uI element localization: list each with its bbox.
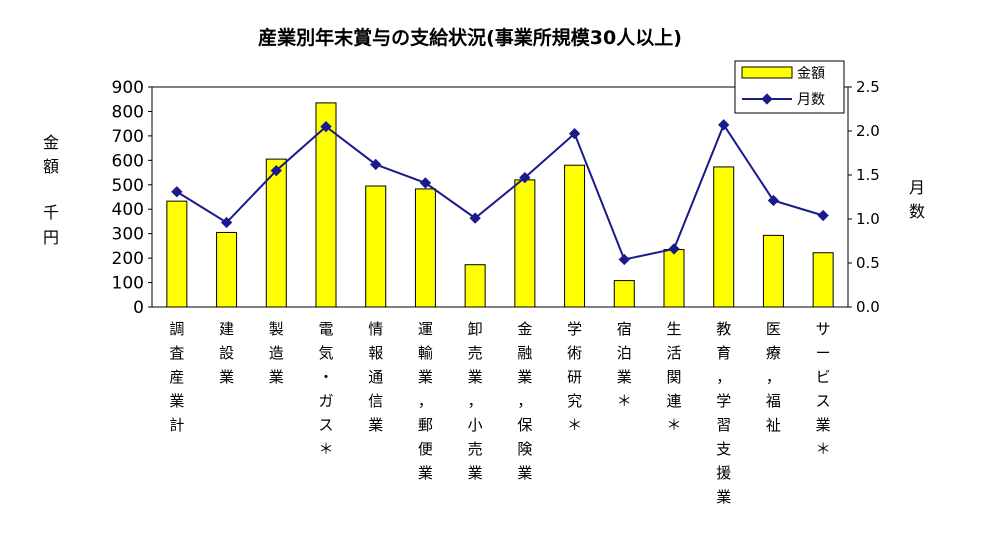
left-axis-ticks: 0 100 200 300 400 500 600 700 800 900 bbox=[112, 78, 152, 318]
left-tick-label: 500 bbox=[112, 176, 144, 196]
left-tick-label: 800 bbox=[112, 102, 144, 122]
line-point bbox=[370, 158, 382, 171]
category-label: 教育，学習支援業 bbox=[716, 320, 731, 506]
bar bbox=[315, 102, 337, 308]
line-point bbox=[767, 194, 780, 207]
line-point bbox=[419, 177, 432, 189]
line-point bbox=[817, 209, 829, 222]
left-tick-label: 0 bbox=[133, 298, 144, 318]
category-label: 生活関連＊ bbox=[666, 320, 681, 434]
left-tick-label: 300 bbox=[112, 225, 144, 245]
category-label: 運輸業，郵便業 bbox=[418, 320, 433, 482]
category-label: 情報通信業 bbox=[368, 320, 383, 434]
bar bbox=[216, 231, 238, 308]
bar bbox=[514, 179, 536, 308]
left-tick-label: 700 bbox=[112, 127, 144, 147]
right-tick-label: 2.5 bbox=[856, 78, 880, 96]
bar bbox=[464, 264, 486, 308]
category-label: 製造業 bbox=[269, 320, 284, 386]
category-label: 宿泊業＊ bbox=[617, 320, 632, 410]
right-axis-title-char: 数 bbox=[909, 202, 925, 221]
line-point bbox=[171, 186, 183, 198]
line-point bbox=[270, 164, 282, 177]
bar bbox=[713, 166, 735, 308]
line-point bbox=[568, 127, 581, 140]
category-label: サービス業＊ bbox=[816, 320, 831, 458]
legend-label-months: 月数 bbox=[797, 92, 825, 108]
category-label: 学術研究＊ bbox=[567, 320, 582, 434]
right-axis-title: 月 数 bbox=[909, 178, 925, 221]
category-label: 金融業，保険業 bbox=[517, 320, 532, 482]
left-tick-label: 600 bbox=[112, 151, 144, 171]
bar bbox=[613, 280, 635, 308]
right-tick-label: 0.5 bbox=[856, 254, 880, 272]
line-point bbox=[618, 253, 630, 266]
category-label: 電気・ガス＊ bbox=[318, 320, 333, 458]
left-axis-title-char: 千 bbox=[43, 203, 59, 222]
left-axis-title-char: 金 bbox=[43, 133, 59, 152]
legend-swatch-bar bbox=[741, 66, 793, 79]
category-label: 卸売業，小売業 bbox=[468, 320, 483, 482]
line-series bbox=[171, 119, 829, 266]
left-tick-label: 400 bbox=[112, 200, 144, 220]
right-tick-label: 1.5 bbox=[856, 166, 880, 184]
bar bbox=[166, 200, 188, 308]
left-axis-title-char: 額 bbox=[43, 157, 59, 176]
category-label: 建設業 bbox=[219, 320, 234, 386]
bar bbox=[762, 234, 784, 308]
bar bbox=[265, 158, 287, 308]
legend: 金額 月数 bbox=[734, 60, 845, 114]
line-point bbox=[668, 243, 680, 255]
left-tick-label: 900 bbox=[112, 78, 144, 98]
category-label: 調査産業計 bbox=[169, 320, 184, 434]
line-point bbox=[519, 171, 531, 184]
left-axis-title-char: 円 bbox=[43, 228, 59, 247]
bar bbox=[365, 185, 387, 308]
left-tick-label: 100 bbox=[112, 274, 144, 294]
category-label: 医療，福祉 bbox=[766, 320, 781, 434]
left-axis-title: 金 額 千 円 bbox=[43, 133, 59, 247]
line-point bbox=[220, 216, 233, 229]
bar-series bbox=[166, 102, 834, 308]
chart-title: 産業別年末賞与の支給状況(事業所規模30人以上) bbox=[258, 26, 682, 49]
legend-label-amount: 金額 bbox=[797, 66, 825, 82]
bar bbox=[414, 188, 436, 308]
right-tick-label: 2.0 bbox=[856, 122, 880, 140]
left-tick-label: 200 bbox=[112, 249, 144, 269]
right-axis-title-char: 月 bbox=[909, 178, 925, 197]
bar bbox=[564, 164, 586, 308]
line-point bbox=[469, 212, 481, 224]
category-labels: 調査産業計 建設業 製造業 電気・ガス＊ 情報通信業 運輸業，郵便業 卸売業，小売業 金融業，… bbox=[169, 320, 830, 506]
right-tick-label: 0.0 bbox=[856, 298, 880, 316]
right-axis-ticks: 0.0 0.5 1.0 1.5 2.0 2.5 bbox=[848, 78, 880, 316]
bar bbox=[663, 249, 685, 308]
series-line bbox=[176, 122, 824, 261]
bar bbox=[812, 252, 834, 308]
right-tick-label: 1.0 bbox=[856, 210, 880, 228]
